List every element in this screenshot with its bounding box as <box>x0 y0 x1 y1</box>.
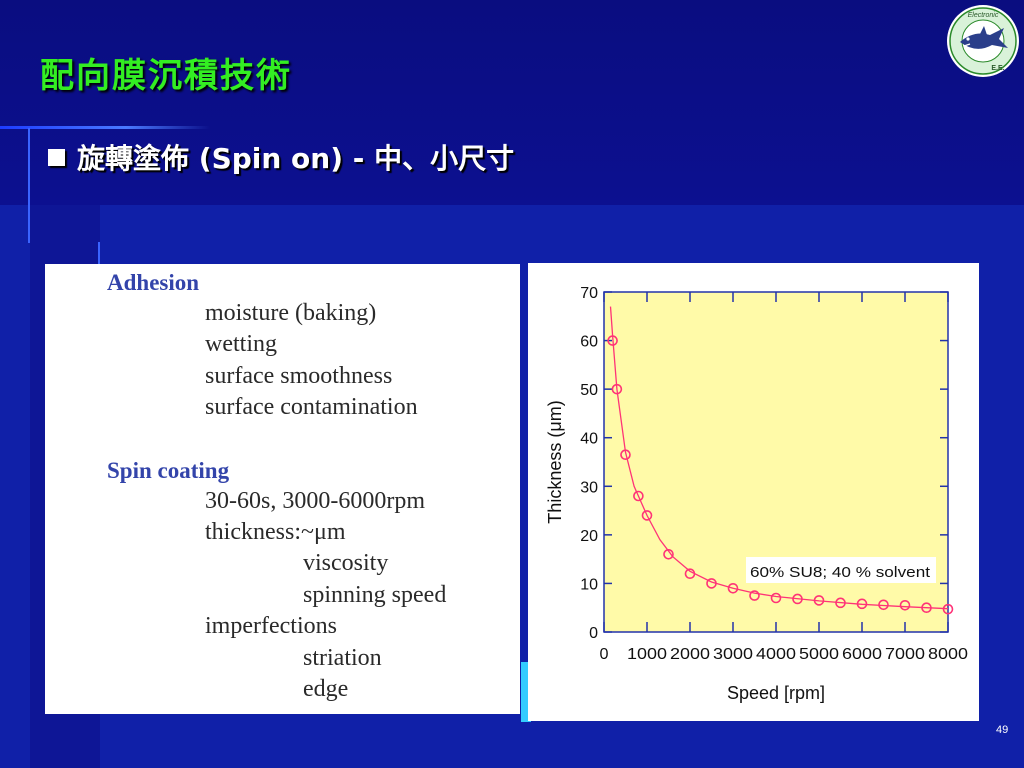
left-accent-line-2 <box>98 242 100 268</box>
data-point <box>856 598 868 610</box>
notes-panel: Adhesion moisture (baking) wetting surfa… <box>45 264 520 714</box>
annotation-box <box>746 557 936 583</box>
x-axis-label: Speed [rpm] <box>727 683 825 703</box>
chart-panel: 0 10 20 30 40 50 60 70 0 1000 2000 3000 4000 5000 600… <box>528 263 979 721</box>
page-number: 49 <box>996 724 1009 736</box>
y-tick-label: 20 <box>580 528 598 545</box>
chart-annotation: 60% SU8; 40 % solvent <box>750 564 931 581</box>
data-point <box>899 599 911 611</box>
x-tick-label: 3000 <box>713 646 753 663</box>
spin-parameters: 30-60s, 3000-6000rpm <box>205 488 425 514</box>
x-tick-label: 5000 <box>799 646 839 663</box>
x-tick-label: 6000 <box>842 646 882 663</box>
y-axis-label: Thickness (μm) <box>545 400 565 523</box>
x-tick-label: 2000 <box>670 646 710 663</box>
left-accent-line <box>28 128 30 243</box>
y-tick-label: 70 <box>580 285 598 302</box>
slide-header-background <box>0 0 1024 205</box>
y-tick-labels: 0 10 20 30 40 50 60 70 <box>580 285 598 642</box>
fish-icon <box>960 28 1008 49</box>
thickness-item: spinning speed <box>303 582 447 608</box>
data-point <box>684 568 696 580</box>
x-tick-label: 4000 <box>756 646 796 663</box>
x-tick-label: 7000 <box>885 646 925 663</box>
bullet-suffix: - 中、小尺寸 <box>352 142 515 175</box>
fit-curve <box>609 306 949 610</box>
data-point <box>611 383 623 395</box>
header-divider <box>0 126 210 129</box>
thickness-speed-chart: 0 10 20 30 40 50 60 70 0 1000 2000 3000 4000 5000 600… <box>545 285 969 703</box>
y-tick-label: 10 <box>580 576 598 593</box>
data-point <box>727 582 739 594</box>
bullet-item: 旋轉塗佈 (Spin on) - 中、小尺寸 <box>48 137 514 177</box>
data-point <box>878 599 889 611</box>
data-point <box>770 592 782 604</box>
adhesion-item: moisture (baking) <box>205 300 377 326</box>
adhesion-item: surface smoothness <box>205 363 393 389</box>
bullet-square-icon <box>48 149 65 166</box>
bullet-paren: (Spin on) <box>198 142 344 175</box>
axis-ticks <box>603 291 949 633</box>
data-point <box>641 510 653 521</box>
data-point <box>921 602 932 614</box>
spin-heading: Spin coating <box>107 458 230 483</box>
data-point <box>749 590 760 601</box>
logo-bottom-text: E.E. <box>991 65 1004 72</box>
adhesion-item: surface contamination <box>205 394 418 420</box>
x-tick-label: 8000 <box>928 646 968 663</box>
data-point <box>942 603 954 615</box>
data-point <box>706 578 717 589</box>
data-point <box>620 449 631 461</box>
y-tick-label: 50 <box>580 382 598 399</box>
bullet-text: 旋轉塗佈 <box>77 142 190 175</box>
data-point <box>607 335 618 346</box>
x-tick-label: 1000 <box>627 646 667 663</box>
y-tick-label: 60 <box>580 334 598 351</box>
data-point <box>792 593 803 605</box>
y-tick-label: 0 <box>589 625 598 642</box>
x-tick-label: 0 <box>600 646 609 663</box>
slide-title: 配向膜沉積技術 <box>40 56 292 96</box>
data-point <box>835 597 846 609</box>
data-point <box>813 595 825 606</box>
y-tick-label: 40 <box>580 431 598 448</box>
department-logo: Electronic E.E. <box>947 5 1019 77</box>
adhesion-item: wetting <box>205 331 277 357</box>
imperfections-label: imperfections <box>205 613 337 639</box>
data-point <box>633 490 644 502</box>
logo-top-text: Electronic <box>968 12 999 19</box>
data-points <box>607 335 954 615</box>
imperfections-item: striation <box>303 645 382 671</box>
panel-accent-strip <box>521 662 531 722</box>
thickness-label: thickness:~μm <box>205 519 346 545</box>
adhesion-heading: Adhesion <box>107 270 200 295</box>
imperfections-item: edge <box>303 676 349 702</box>
thickness-item: viscosity <box>303 550 389 576</box>
data-point <box>663 548 674 560</box>
y-tick-label: 30 <box>580 479 598 496</box>
x-tick-labels: 0 1000 2000 3000 4000 5000 6000 7000 8000 <box>600 646 969 663</box>
